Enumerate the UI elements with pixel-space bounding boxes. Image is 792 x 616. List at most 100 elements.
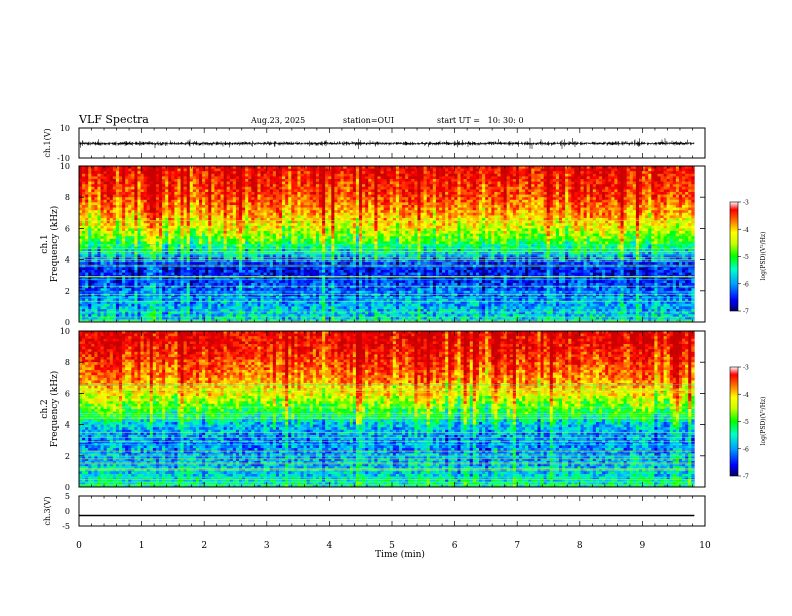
spectrogram-cell [322,192,326,195]
spectrogram-cell [189,215,194,219]
spectrogram-cell [638,197,643,201]
spectrogram-cell [168,223,172,227]
spectrogram-cell [226,171,231,175]
spectrogram-cell [137,218,141,221]
spectrogram-cell [669,179,674,182]
spectrogram-cell [125,205,129,208]
spectrogram-cell [442,189,446,193]
spectrogram-cell [691,207,695,211]
spectrogram-cell [149,202,154,206]
spectrogram-cell [251,184,255,188]
spectrogram-cell [368,207,372,211]
spectrogram-cell [617,199,621,203]
spectrogram-cell [174,212,178,216]
spectrogram-cell [192,168,197,172]
spectrogram-cell [629,225,634,229]
spectrogram-cell [337,205,341,208]
spectrogram-cell [402,218,406,221]
spectrogram-cell [438,166,443,169]
spectrogram-cell [555,181,560,185]
spectrogram-cell [475,212,480,216]
spectrogram-cell [125,218,129,221]
spectrogram-cell [208,205,212,208]
spectrogram-cell [315,166,320,169]
spectrogram-cell [183,210,187,214]
spectrogram-cell [460,181,464,185]
spectrogram-cell [598,194,603,198]
spectrogram-cell [691,197,695,201]
spectrogram-cell [558,181,563,185]
spectrogram-cell [223,197,227,201]
spectrogram-cell [528,194,532,198]
spectrogram-cell [577,199,581,203]
spectrogram-cell [660,166,664,169]
spectrogram-cell [543,202,547,206]
spectrogram-cell [457,181,461,185]
spectrogram-cell [623,218,627,221]
spectrogram-cell [469,223,474,227]
spectrogram-cell [445,176,449,180]
spectrogram-cell [402,186,406,190]
spectrogram-cell [180,184,184,188]
spectrogram-cell [552,212,557,216]
spectrogram-cell [143,194,147,198]
spectrogram-cell [315,202,320,206]
spectrogram-cell [291,202,295,206]
spectrogram-cell [448,168,452,172]
spectrogram-cell [620,202,624,206]
spectrogram-cell [94,223,98,227]
spectrogram-cell [534,181,538,185]
spectrogram-cell [398,184,403,188]
spectrogram-cell [162,189,166,193]
spectrogram-cell [678,210,683,214]
spectrogram-cell [528,176,532,180]
spectrogram-cell [602,171,606,175]
spectrogram-cell [143,166,147,169]
spectrogram-cell [635,228,640,232]
spectrogram-cell [186,228,191,232]
spectrogram-cell [672,225,677,229]
spectrogram-cell [482,205,486,208]
ch1-ytick-bottom: -10 [57,154,70,163]
spectrogram-cell [343,192,347,195]
spectrogram-cell [518,194,523,198]
spectrogram-cell [546,223,551,227]
spectrogram-cell [168,202,172,206]
spectrogram-cell [429,218,434,221]
spectrogram-cell [263,173,267,177]
spectrogram-cell [183,197,187,201]
spectrogram-cell [497,186,501,190]
spectrogram-cell [638,176,643,180]
spectrogram-cell [395,186,400,190]
spectrogram-cell [315,197,320,201]
spectrogram-cell [171,215,175,219]
spectrogram-cell [214,215,218,219]
spectrogram-cell [457,173,461,177]
spectrogram-cell [595,215,600,219]
spectrogram-cell [525,176,529,180]
spectrogram-cell [226,199,231,203]
spectrogram-cell [518,218,523,221]
spectrogram-cell [291,220,295,224]
spectrogram-cell [365,210,369,214]
spectrogram-cell [192,228,197,232]
spectrogram-cell [568,220,572,224]
spectrogram-cell [368,176,372,180]
spectrogram-cell [688,173,692,177]
spectrogram-cell [383,171,387,175]
spectrogram-cell [451,218,455,221]
spectrogram-cell [491,218,495,221]
spectrogram-cell [337,215,341,219]
spectrogram-cell [438,181,443,185]
spectrogram-cell [546,207,551,211]
spectrogram-cell [488,205,492,208]
spectrogram-cell [503,210,507,214]
spectrogram-cell [472,194,477,198]
spectrogram-cell [571,194,575,198]
spectrogram-cell [445,207,449,211]
spectrogram-cell [608,225,612,229]
spectrogram-cell [500,168,504,172]
spectrogram-cell [315,225,320,229]
spectrogram-cell [122,199,126,203]
spectrogram-cell [617,166,621,169]
